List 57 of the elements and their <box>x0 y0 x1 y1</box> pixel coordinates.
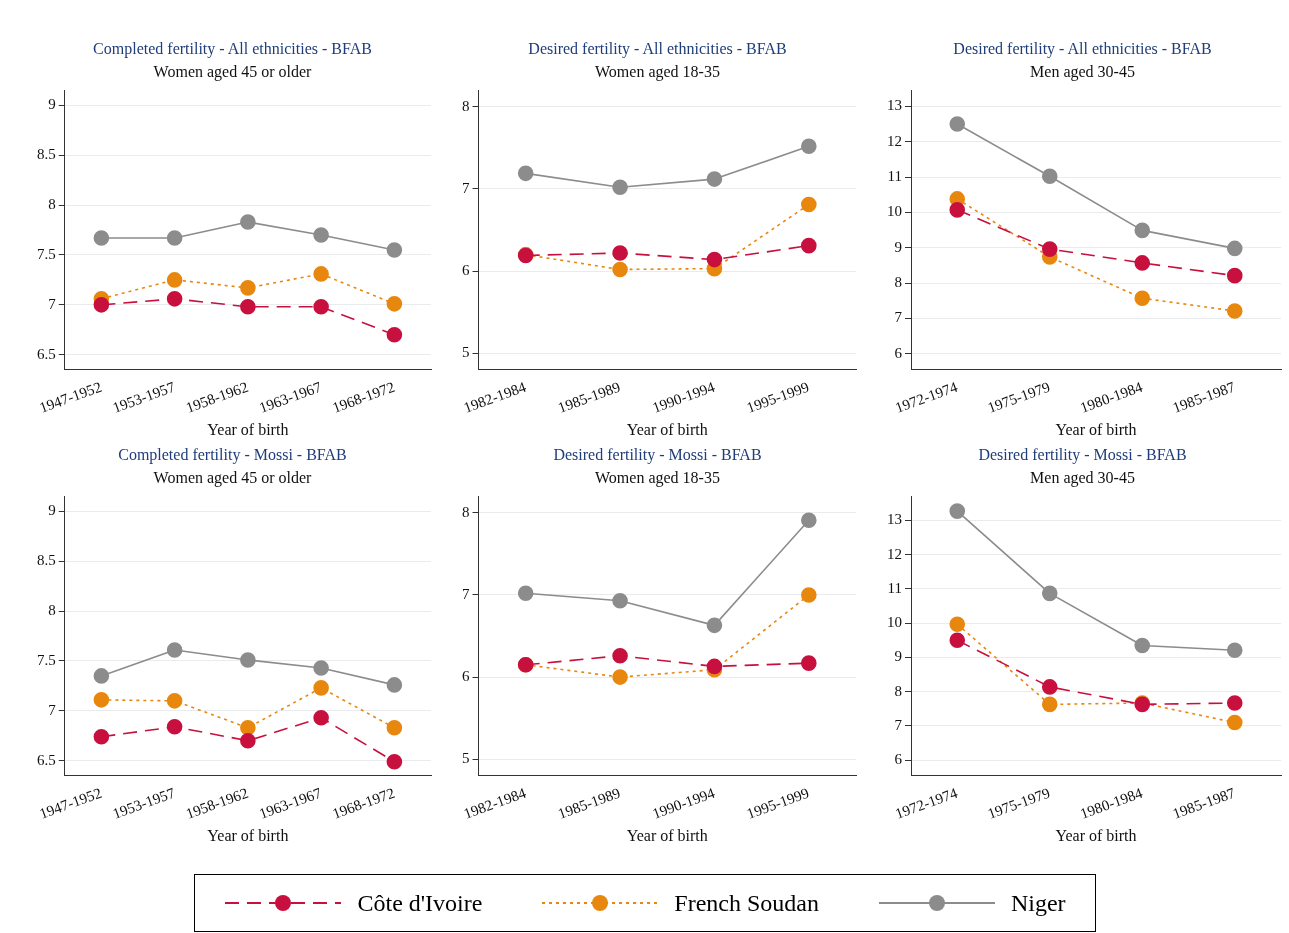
y-tick-label: 11 <box>887 167 902 184</box>
chart-title: Completed fertility - All ethnicities - BFAB <box>93 39 372 58</box>
y-tick-label: 10 <box>887 614 902 631</box>
y-tick-label: 13 <box>887 97 902 114</box>
y-tick-label: 6 <box>462 262 470 279</box>
y-tick-label: 6.5 <box>37 751 56 768</box>
y-tick-label: 12 <box>887 545 902 562</box>
legend-label: Niger <box>1010 889 1066 917</box>
y-tick-label: 6 <box>894 344 903 361</box>
y-tick-label: 9 <box>48 96 56 113</box>
x-axis-title: Year of birth <box>626 826 708 844</box>
x-axis-title: Year of birth <box>1055 420 1137 438</box>
y-tick-label: 8 <box>48 196 56 213</box>
chart-subtitle: Women aged 45 or older <box>153 469 313 487</box>
y-tick-label: 7 <box>894 716 903 733</box>
chart-title: Completed fertility - Mossi - BFAB <box>118 445 347 464</box>
chart-title: Desired fertility - Mossi - BFAB <box>553 445 762 464</box>
y-tick-label: 5 <box>462 750 470 767</box>
legend-label: Côte d'Ivoire <box>357 889 483 917</box>
y-tick-label: 7 <box>894 309 903 326</box>
chart-subtitle: Men aged 30-45 <box>1030 63 1135 81</box>
y-tick-label: 8 <box>462 97 470 114</box>
chart-title: Desired fertility - Mossi - BFAB <box>978 445 1187 464</box>
y-tick-label: 7.5 <box>37 245 56 262</box>
y-tick-label: 11 <box>887 579 902 596</box>
y-tick-label: 7 <box>48 295 57 312</box>
y-tick-label: 7.5 <box>37 651 56 668</box>
y-tick-label: 6 <box>462 668 470 685</box>
y-tick-label: 5 <box>462 344 470 361</box>
y-tick-label: 8 <box>48 602 56 619</box>
x-axis-title: Year of birth <box>626 420 708 438</box>
chart-subtitle: Men aged 30-45 <box>1030 469 1135 487</box>
y-tick-label: 6.5 <box>37 345 56 362</box>
y-tick-label: 8.5 <box>37 146 56 163</box>
y-tick-label: 10 <box>887 203 902 220</box>
y-tick-label: 8.5 <box>37 552 56 569</box>
y-tick-label: 7 <box>462 179 470 196</box>
y-tick-label: 9 <box>894 648 902 665</box>
legend-label: French Soudan <box>674 889 819 917</box>
chart-subtitle: Women aged 45 or older <box>153 63 313 81</box>
chart-subtitle: Women aged 18-35 <box>595 63 720 81</box>
y-tick-label: 7 <box>462 585 470 602</box>
y-tick-label: 9 <box>894 238 902 255</box>
y-tick-label: 7 <box>48 701 57 718</box>
y-tick-label: 8 <box>894 682 902 699</box>
y-tick-label: 12 <box>887 132 902 149</box>
x-axis-title: Year of birth <box>1055 826 1137 844</box>
y-tick-label: 8 <box>462 503 470 520</box>
y-tick-label: 6 <box>894 751 903 768</box>
y-tick-label: 8 <box>894 273 902 290</box>
x-axis-title: Year of birth <box>207 420 289 438</box>
chart-subtitle: Women aged 18-35 <box>595 469 720 487</box>
chart-title: Desired fertility - All ethnicities - BFAB <box>953 39 1212 58</box>
y-tick-label: 13 <box>887 511 902 528</box>
y-tick-label: 9 <box>48 502 56 519</box>
x-axis-title: Year of birth <box>207 826 289 844</box>
chart-title: Desired fertility - All ethnicities - BFAB <box>528 39 787 58</box>
